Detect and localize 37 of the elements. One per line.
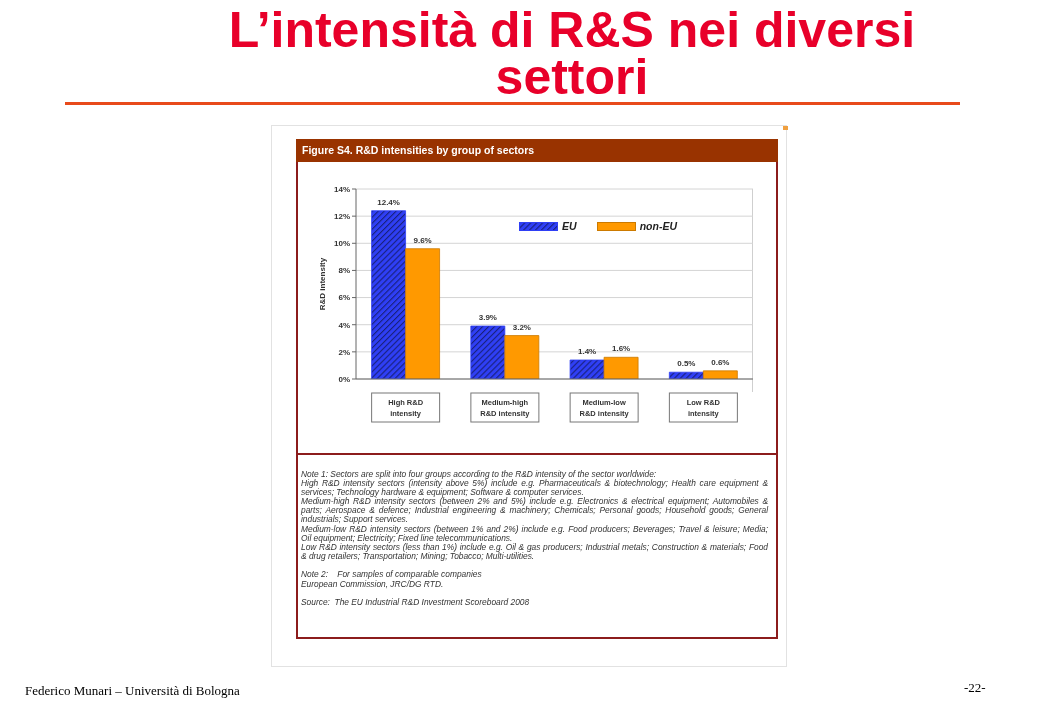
text: Note 2: For samples of comparable companies (301, 569, 483, 580)
text: Medium-low R&D intensity sectors (between 1% and 2%) include e.g. Food producers; Beverages; Travel & leisure; Media; Oil equipment; Electricity; Fixed line telecommunications. (301, 523, 768, 543)
y-tick-label: 8% (338, 266, 350, 276)
y-tick-label: 0% (338, 374, 350, 384)
y-tick-label: 6% (338, 293, 350, 303)
bar (405, 248, 440, 379)
legend-label: EU (562, 220, 577, 233)
text: -22- (964, 680, 986, 696)
data-label: 1.6% (611, 344, 631, 354)
data-label: 3.9% (478, 313, 497, 323)
data-label: 0.6% (711, 357, 730, 367)
data-label: 12.4% (377, 197, 400, 207)
source-note: Source: The EU Industrial R&D Investment Scoreboard 2008 (301, 597, 531, 608)
bar (569, 359, 605, 379)
y-tick-label: 10% (333, 239, 350, 249)
y-tick-label: 2% (338, 347, 350, 357)
text: Note 1: Sectors are split into four groups according to the R&D intensity of the sector worldwide: (301, 469, 657, 480)
y-axis-title: R&D intensity (317, 257, 327, 311)
chart-subtitle: Figure S4. R&D intensities by group of sectors (302, 144, 535, 157)
y-tick-label: 4% (338, 320, 350, 330)
y-tick-label: 14% (333, 184, 350, 194)
chart-title: L’intensità di R&S nei diversi settori (227, 2, 917, 105)
bar (702, 370, 738, 379)
y-tick-label: 12% (333, 211, 350, 221)
text: Federico Munari – Università di Bologna (25, 683, 240, 699)
data-label: 1.4% (577, 347, 597, 356)
data-label: 9.6% (413, 235, 432, 245)
text: Medium-high R&D intensity sectors (between 2% and 5%) include e.g. Electronics & electrical equipment; Automobiles & parts; Aerospace & defence; Industrial engineering & machinery; Chemicals; Personal goods; Household goods; General industrials; Support services. (301, 496, 768, 525)
data-label: 3.2% (512, 322, 531, 332)
data-label: 0.5% (677, 359, 696, 369)
legend-label: non-EU (639, 220, 677, 233)
bar (603, 356, 639, 379)
bar (504, 335, 540, 379)
text: European Commission, JRC/DG RTD. (301, 578, 444, 589)
bar (470, 325, 506, 379)
bar (371, 210, 406, 379)
text: High R&D intensity sectors (intensity above 5%) include e.g. Pharmaceuticals & biotechnology; Health care equipment & services; Technology hardware & equipment; Software & computer services. (301, 478, 768, 498)
